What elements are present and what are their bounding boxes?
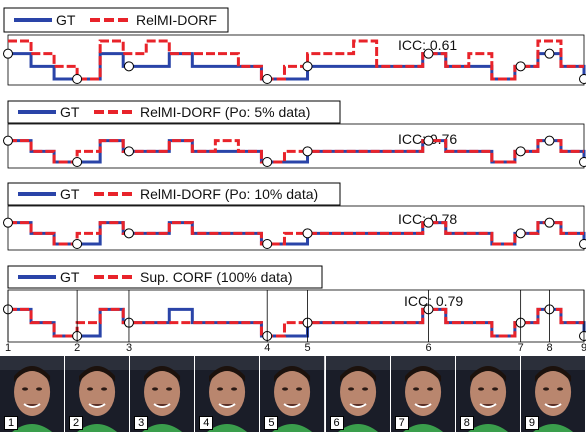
icc-label: ICC: 0.79 <box>404 293 463 309</box>
legend-gt-label: GT <box>56 12 76 28</box>
frame-marker <box>123 61 134 72</box>
frame-marker <box>423 48 434 59</box>
frame-marker <box>72 239 83 249</box>
series-gt-line <box>8 139 586 164</box>
icc-label: ICC: 0.61 <box>398 37 457 53</box>
frame-marker <box>72 157 83 167</box>
frame-number: 8 <box>459 416 474 430</box>
frame-marker <box>544 217 555 228</box>
frame-tick-label: 6 <box>425 342 431 354</box>
face-frame: 3 <box>130 356 195 432</box>
face-frame: 8 <box>455 356 520 432</box>
frame-tick-label: 2 <box>74 342 80 354</box>
frame-marker <box>3 48 13 59</box>
face-frame: 2 <box>65 356 130 432</box>
series-pred-line <box>8 139 584 164</box>
face-frame: 1 <box>0 356 65 432</box>
frame-tick-label: 3 <box>126 342 132 354</box>
frame-marker <box>123 228 134 239</box>
plot-frame <box>7 34 585 86</box>
frame-marker <box>302 146 313 157</box>
frame-tick-label: 9 <box>581 342 586 354</box>
frame-tick-label: 5 <box>305 342 311 354</box>
frame-number: 7 <box>394 416 409 430</box>
legend-gt-label: GT <box>60 186 80 202</box>
frame-marker <box>579 239 586 249</box>
legend-gt-label: GT <box>60 269 80 285</box>
frame-marker <box>515 61 526 72</box>
legend-box <box>7 182 341 206</box>
frame-number: 9 <box>524 416 539 430</box>
frame-number: 5 <box>264 416 279 430</box>
plot-frame <box>7 289 585 343</box>
frame-marker <box>579 74 586 84</box>
series-pred-line <box>8 221 584 246</box>
frame-marker <box>262 157 273 167</box>
frame-marker <box>123 146 134 157</box>
frame-marker <box>423 217 434 228</box>
frame-number: 2 <box>69 416 84 430</box>
series-pred-line <box>8 307 584 338</box>
frame-tick-label: 4 <box>264 342 270 354</box>
legend-pred-label: RelMI-DORF (Po: 10% data) <box>140 186 318 202</box>
frame-marker <box>3 217 13 228</box>
plot-frame <box>7 123 585 169</box>
legend-pred-label: RelMI-DORF <box>136 12 217 28</box>
frame-tick-label: 8 <box>546 342 552 354</box>
frame-marker <box>262 239 273 249</box>
legend-box <box>7 265 323 289</box>
plot-frame <box>7 205 585 251</box>
legend-pred-label: Sup. CORF (100% data) <box>140 269 293 285</box>
frame-number: 6 <box>329 416 344 430</box>
face-frame: 7 <box>390 356 455 432</box>
series-pred-line <box>8 39 584 81</box>
legend-pred-label: RelMI-DORF (Po: 5% data) <box>140 104 310 120</box>
face-frame: 9 <box>520 356 585 432</box>
series-gt-line <box>8 221 586 246</box>
frame-marker <box>72 74 83 84</box>
frame-number: 4 <box>199 416 214 430</box>
frame-tick-label: 1 <box>5 342 11 354</box>
frame-marker <box>302 61 313 72</box>
frame-tick-label: 7 <box>518 342 524 354</box>
frame-marker <box>515 228 526 239</box>
frame-marker <box>423 135 434 146</box>
frame-marker <box>579 157 586 167</box>
face-frame: 4 <box>195 356 260 432</box>
face-frame: 5 <box>260 356 325 432</box>
frame-marker <box>544 48 555 59</box>
frame-number: 3 <box>134 416 149 430</box>
frame-marker <box>544 135 555 146</box>
frame-marker <box>3 135 13 146</box>
face-frame: 6 <box>325 356 390 432</box>
frame-marker <box>302 228 313 239</box>
frame-strip: 1 2 3 4 <box>0 356 586 432</box>
frame-marker <box>579 331 586 341</box>
frame-marker <box>262 74 273 84</box>
legend-gt-label: GT <box>60 104 80 120</box>
frame-number: 1 <box>4 416 18 430</box>
frame-marker <box>515 146 526 157</box>
legend-box <box>7 100 341 124</box>
